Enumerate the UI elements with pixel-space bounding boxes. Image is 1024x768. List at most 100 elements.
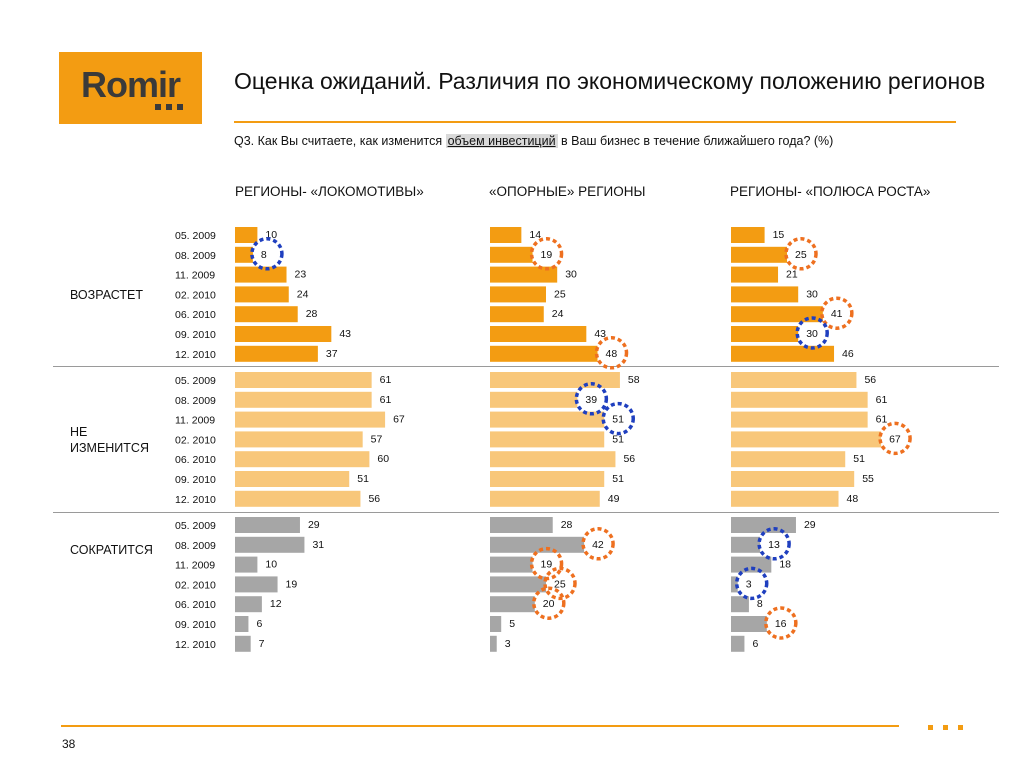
data-label: 55 <box>862 473 874 485</box>
bar <box>235 286 289 303</box>
data-label: 10 <box>265 229 277 241</box>
romir-logo: Romir <box>59 52 202 124</box>
highlight-circle <box>878 421 912 456</box>
date-tick-label: 12. 2010 <box>175 639 216 651</box>
bar <box>235 596 262 613</box>
data-label: 7 <box>259 638 265 650</box>
data-label: 67 <box>889 433 901 445</box>
data-label: 56 <box>864 374 876 386</box>
logo-dots-icon <box>155 104 185 110</box>
bar <box>235 391 372 408</box>
bar <box>235 556 258 573</box>
group-separator <box>53 366 999 367</box>
group-label-increase: ВОЗРАСТЕТ <box>70 288 143 302</box>
group-label-decrease: СОКРАТИТСЯ <box>70 543 153 557</box>
data-label: 29 <box>308 519 320 531</box>
data-label: 25 <box>554 578 566 590</box>
date-tick-label: 09. 2010 <box>175 619 216 631</box>
data-label: 51 <box>612 473 624 485</box>
data-label: 16 <box>775 618 787 630</box>
bar <box>490 635 497 652</box>
data-label: 56 <box>623 453 635 465</box>
data-label: 8 <box>261 249 267 261</box>
bar <box>731 556 772 573</box>
data-label: 51 <box>612 433 624 445</box>
title-divider <box>234 121 956 123</box>
highlight-circle <box>250 237 284 271</box>
date-tick-label: 09. 2010 <box>175 329 216 341</box>
date-tick-label: 06. 2010 <box>175 309 216 321</box>
bar <box>731 576 738 593</box>
data-label: 30 <box>806 288 818 300</box>
column-heading-locomotives: РЕГИОНЫ- «ЛОКОМОТИВЫ» <box>235 184 424 199</box>
data-label: 61 <box>876 414 888 426</box>
bar <box>490 286 546 303</box>
data-label: 28 <box>561 519 573 531</box>
date-tick-label: 08. 2009 <box>175 250 216 262</box>
bar <box>731 372 857 388</box>
data-label: 6 <box>256 618 262 630</box>
data-label: 5 <box>509 618 515 630</box>
data-label: 51 <box>357 473 369 485</box>
question-before: Q3. Как Вы считаете, как изменится <box>234 134 446 148</box>
bar <box>731 635 745 652</box>
data-label: 49 <box>608 493 620 505</box>
bar <box>490 490 600 507</box>
data-label: 57 <box>371 433 383 445</box>
date-tick-label: 02. 2010 <box>175 579 216 591</box>
highlight-circle <box>532 586 566 620</box>
data-label: 21 <box>786 269 798 281</box>
data-label: 56 <box>368 493 380 505</box>
date-tick-label: 02. 2010 <box>175 289 216 301</box>
bar <box>731 490 839 507</box>
bar <box>490 471 605 487</box>
bar <box>731 431 882 448</box>
bar <box>731 266 779 283</box>
bar <box>235 431 363 448</box>
bar <box>490 517 553 533</box>
bar <box>235 576 278 593</box>
highlight-circle <box>601 401 635 436</box>
date-tick-label: 05. 2009 <box>175 520 216 532</box>
bar <box>490 266 558 283</box>
group-label-no-change: НЕ ИЗМЕНИТСЯ <box>70 425 149 455</box>
bar <box>731 596 749 613</box>
data-label: 19 <box>541 559 553 571</box>
date-tick-label: 11. 2009 <box>175 415 215 427</box>
bar <box>235 451 370 468</box>
question-text: Q3. Как Вы считаете, как изменится объем… <box>234 134 833 148</box>
bar <box>235 345 318 362</box>
data-label: 48 <box>847 493 859 505</box>
data-label: 43 <box>594 328 606 340</box>
bar <box>731 411 868 428</box>
bar <box>731 391 868 408</box>
data-label: 61 <box>876 394 888 406</box>
bar <box>235 266 287 283</box>
date-tick-label: 08. 2009 <box>175 540 216 552</box>
data-label: 29 <box>804 519 816 531</box>
highlight-circle <box>581 527 615 561</box>
bar <box>235 490 361 507</box>
bar <box>490 431 605 448</box>
bar <box>731 345 835 362</box>
data-label: 19 <box>541 249 553 261</box>
highlight-circle <box>820 296 854 330</box>
data-label: 51 <box>612 414 624 426</box>
date-tick-label: 12. 2010 <box>175 349 216 361</box>
data-label: 13 <box>768 539 780 551</box>
data-label: 20 <box>543 598 555 610</box>
data-label: 15 <box>773 229 785 241</box>
bar <box>235 471 350 487</box>
highlight-circle <box>764 606 798 640</box>
highlight-circle <box>543 566 577 601</box>
bar <box>731 471 855 487</box>
bar <box>235 246 253 263</box>
page-title: Оценка ожиданий. Различия по экономическ… <box>234 68 986 94</box>
data-label: 14 <box>529 229 541 241</box>
highlight-circle <box>594 336 629 370</box>
date-tick-label: 08. 2009 <box>175 395 216 407</box>
highlight-circle <box>574 382 609 416</box>
bar <box>235 227 258 243</box>
footer-divider <box>61 725 899 727</box>
